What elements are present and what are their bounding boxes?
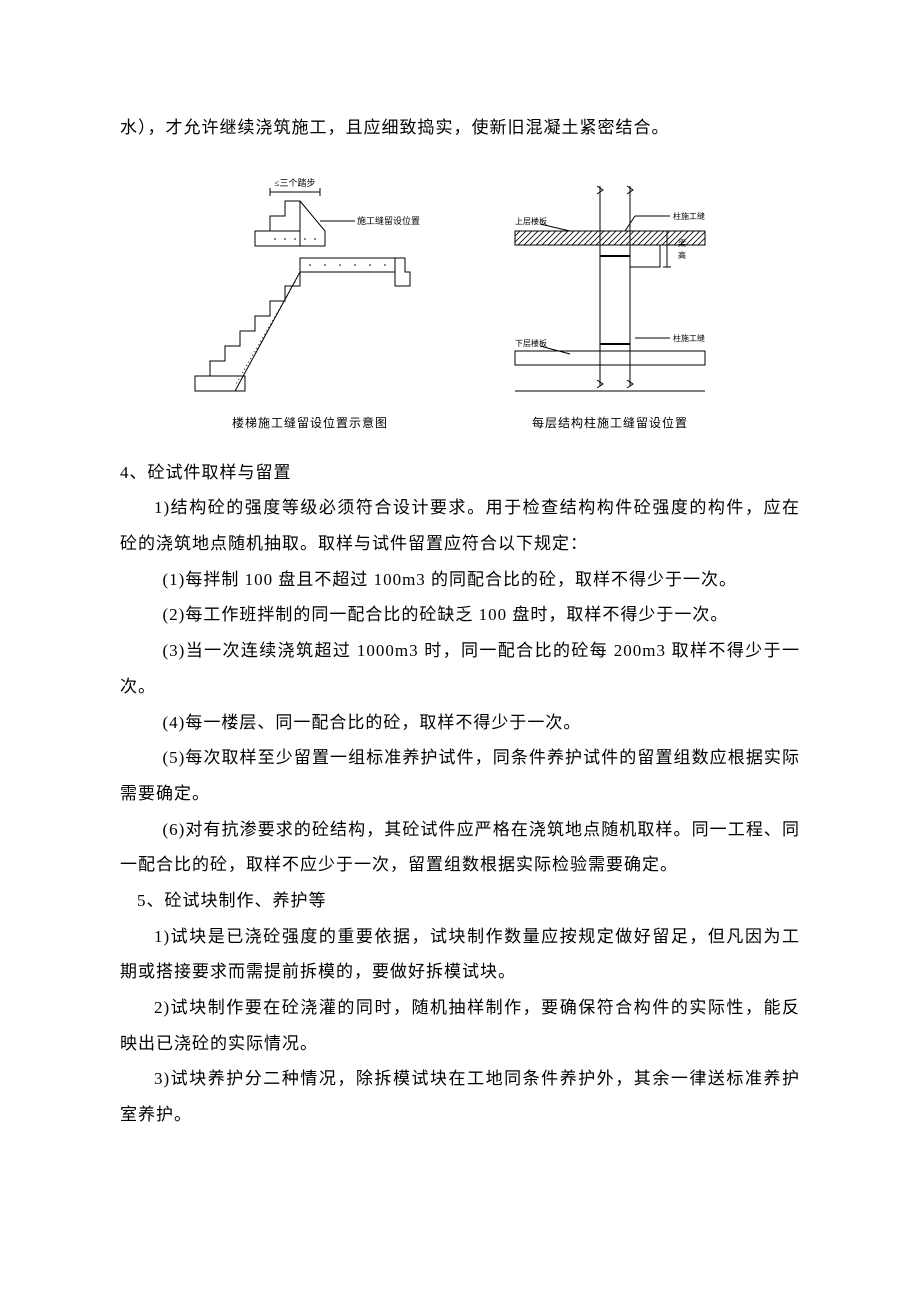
step-dim-label: ≤三个踏步 (275, 177, 316, 188)
seam-label: 施工缝留设位置 (357, 215, 420, 226)
s4-1-4: (4)每一楼层、同一配合比的砼，取样不得少于一次。 (120, 705, 800, 741)
s4-1: 1)结构砼的强度等级必须符合设计要求。用于检查结构构件砼强度的构件，应在砼的浇筑… (120, 490, 800, 561)
lower-seam-label: 柱施工缝 (673, 333, 705, 343)
column-caption: 每层结构柱施工缝留设位置 (532, 414, 688, 431)
column-diagram-block: 上层楼板 下层楼板 柱施工缝 梁 高 柱施工缝 (485, 176, 735, 431)
s4-1-6: (6)对有抗渗要求的砼结构，其砼试件应严格在浇筑地点随机取样。同一工程、同一配合… (120, 812, 800, 883)
stair-diagram-block: ≤三个踏步 施工缝留设位置 (185, 176, 435, 431)
stair-caption: 楼梯施工缝留设位置示意图 (232, 414, 388, 431)
beam-height-label: 梁 高 (678, 239, 686, 260)
s5-3: 3)试块养护分二种情况，除拆模试块在工地同条件养护外，其余一律送标准养护室养护。 (120, 1061, 800, 1132)
diagram-row: ≤三个踏步 施工缝留设位置 (120, 176, 800, 431)
upper-seam-label: 柱施工缝 (673, 211, 705, 221)
s4-1-2: (2)每工作班拌制的同一配合比的砼缺乏 100 盘时，取样不得少于一次。 (120, 597, 800, 633)
svg-text:梁: 梁 (678, 239, 686, 248)
svg-text:高: 高 (678, 250, 686, 260)
lower-slab-label: 下层楼板 (515, 338, 547, 348)
s4-1-1: (1)每拌制 100 盘且不超过 100m3 的同配合比的砼，取样不得少于一次。 (120, 562, 800, 598)
s5-1: 1)试块是已浇砼强度的重要依据，试块制作数量应按规定做好留足，但凡因为工期或搭接… (120, 919, 800, 990)
s5-2: 2)试块制作要在砼浇灌的同时，随机抽样制作，要确保符合构件的实际性，能反映出已浇… (120, 990, 800, 1061)
column-diagram-svg: 上层楼板 下层楼板 柱施工缝 梁 高 柱施工缝 (485, 176, 735, 406)
stair-diagram-svg: ≤三个踏步 施工缝留设位置 (185, 176, 435, 406)
s4-1-5: (5)每次取样至少留置一组标准养护试件，同条件养护试件的留置组数应根据实际需要确… (120, 740, 800, 811)
section5-title: 5、砼试块制作、养护等 (120, 883, 800, 919)
s4-1-3: (3)当一次连续浇筑超过 1000m3 时，同一配合比的砼每 200m3 取样不… (120, 633, 800, 704)
upper-slab-label: 上层楼板 (515, 216, 547, 226)
continuation-line: 水），才允许继续浇筑施工，且应细致捣实，使新旧混凝土紧密结合。 (120, 110, 800, 146)
section4-title: 4、砼试件取样与留置 (120, 455, 800, 491)
